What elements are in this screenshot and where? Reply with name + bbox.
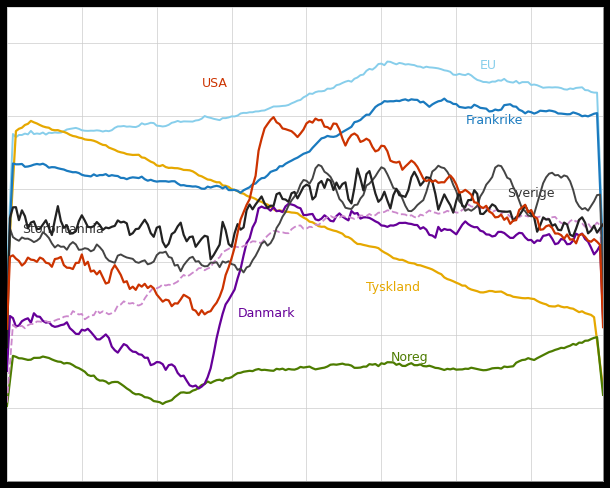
Text: Tyskland: Tyskland	[367, 282, 420, 294]
Text: Danmark: Danmark	[238, 307, 295, 320]
Text: Noreg: Noreg	[390, 351, 428, 364]
Text: USA: USA	[202, 77, 228, 90]
Text: EU: EU	[480, 59, 497, 72]
Text: Frankrike: Frankrike	[465, 114, 523, 127]
Text: Sverige: Sverige	[507, 186, 554, 200]
Text: Storbritannia: Storbritannia	[22, 223, 104, 236]
